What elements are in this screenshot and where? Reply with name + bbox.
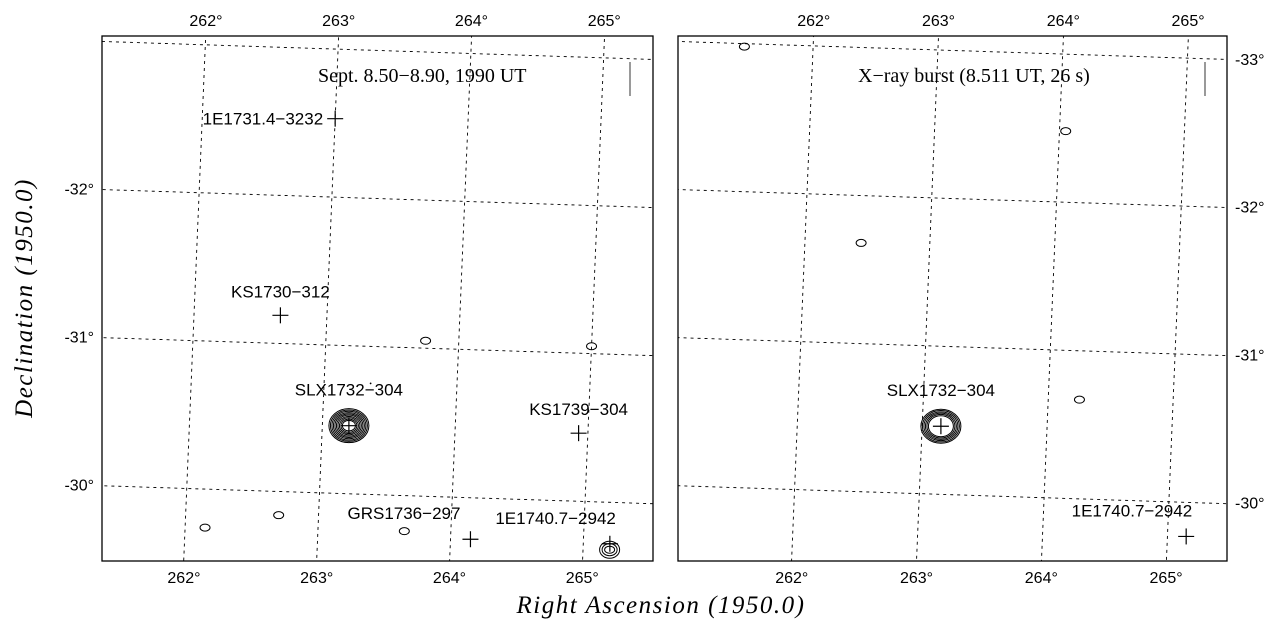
source-KS1730-312: KS1730−312 bbox=[231, 282, 330, 324]
x-tick-top-264: 264° bbox=[455, 13, 488, 30]
x-tick-bottom-264: 264° bbox=[1025, 570, 1058, 587]
contour-0-4 bbox=[420, 336, 432, 345]
right-panel-title: X−ray burst (8.511 UT, 26 s) bbox=[858, 65, 1090, 87]
sources: 1E1731.4−3232 KS1730−312 SLX1732−304 KS1739… bbox=[203, 110, 1195, 552]
contour-0-1 bbox=[199, 523, 211, 532]
parallel--33 bbox=[678, 40, 1227, 60]
meridian-262 bbox=[791, 36, 815, 561]
x-tick-bottom-262: 262° bbox=[775, 570, 808, 587]
parallel--31 bbox=[678, 337, 1227, 357]
parallel--30 bbox=[102, 485, 653, 505]
source-label-GRS1736-297: GRS1736−297 bbox=[347, 504, 460, 523]
y-tick-right--32: -32° bbox=[1235, 200, 1265, 217]
meridian-265 bbox=[582, 36, 605, 561]
parallel--32 bbox=[678, 189, 1227, 208]
meridian-263 bbox=[916, 36, 939, 561]
source-SLX1732-304: SLX1732−304 bbox=[295, 381, 403, 434]
source-SLX1732-304: SLX1732−304 bbox=[887, 381, 995, 435]
source-label-SLX1732-304: SLX1732−304 bbox=[295, 381, 403, 400]
contour-1-3 bbox=[855, 238, 867, 247]
y-tick-left--32: -32° bbox=[64, 182, 94, 199]
source-label-1E1740.7-2942: 1E1740.7−2942 bbox=[1072, 501, 1193, 520]
left-panel-frame bbox=[101, 35, 654, 562]
parallel--32 bbox=[102, 189, 653, 208]
contour-1-4 bbox=[1073, 395, 1085, 404]
meridian-262 bbox=[183, 36, 207, 561]
source-GRS1736-297: GRS1736−297 bbox=[347, 504, 479, 548]
x-tick-top-262: 262° bbox=[189, 13, 222, 30]
source-label-SLX1732-304: SLX1732−304 bbox=[887, 381, 995, 400]
grid-panel-1 bbox=[678, 36, 1227, 561]
parallel--33 bbox=[102, 40, 653, 60]
x-tick-top-265: 265° bbox=[588, 13, 621, 30]
parallel--30 bbox=[678, 485, 1227, 505]
right-panel-frame bbox=[677, 35, 1228, 562]
contours bbox=[199, 42, 1085, 559]
x-tick-top-263: 263° bbox=[922, 13, 955, 30]
x-tick-bottom-264: 264° bbox=[433, 570, 466, 587]
tick-labels: 262° 262° 263° 263° 264° 264° 265° 265° -32° -31°… bbox=[64, 13, 1264, 587]
y-tick-left--30: -30° bbox=[64, 477, 94, 494]
x-tick-top-264: 264° bbox=[1047, 13, 1080, 30]
parallel--31 bbox=[102, 337, 653, 357]
source-label-KS1739-304: KS1739−304 bbox=[529, 400, 628, 419]
contour-1-1 bbox=[738, 42, 750, 51]
x-tick-top-263: 263° bbox=[322, 13, 355, 30]
source-label-KS1730-312: KS1730−312 bbox=[231, 282, 330, 301]
grid-panel-0 bbox=[102, 36, 653, 561]
source-label-1E1740.7-2942: 1E1740.7−2942 bbox=[495, 509, 616, 528]
x-tick-bottom-265: 265° bbox=[566, 570, 599, 587]
contour-1-0 bbox=[920, 408, 962, 444]
noise-dot bbox=[369, 382, 372, 385]
x-tick-top-265: 265° bbox=[1172, 13, 1205, 30]
source-KS1739-304: KS1739−304 bbox=[529, 400, 628, 442]
contour-0-3 bbox=[398, 527, 410, 536]
x-tick-bottom-262: 262° bbox=[167, 570, 200, 587]
x-tick-top-262: 262° bbox=[797, 13, 830, 30]
meridian-263 bbox=[316, 36, 340, 561]
contour-0-5 bbox=[586, 342, 598, 351]
source-1E1731.4-3232: 1E1731.4−3232 bbox=[203, 110, 344, 129]
x-tick-bottom-265: 265° bbox=[1150, 570, 1183, 587]
x-axis-label: Right Ascension (1950.0) bbox=[516, 592, 806, 619]
y-axis-label: Declination (1950.0) bbox=[11, 178, 38, 419]
source-1E1740.7-2942: 1E1740.7−2942 bbox=[1072, 501, 1195, 545]
y-tick-right--30: -30° bbox=[1235, 495, 1265, 512]
coordinate-grid bbox=[102, 36, 1227, 561]
y-tick-right--31: -31° bbox=[1235, 348, 1265, 365]
y-tick-right--33: -33° bbox=[1235, 52, 1265, 69]
source-label-1E1731.4-3232: 1E1731.4−3232 bbox=[203, 110, 324, 129]
meridian-264 bbox=[449, 36, 473, 561]
meridian-264 bbox=[1041, 36, 1064, 561]
y-tick-left--31: -31° bbox=[64, 330, 94, 347]
contour-1-2 bbox=[1060, 127, 1072, 136]
meridian-265 bbox=[1165, 36, 1189, 561]
x-tick-bottom-263: 263° bbox=[900, 570, 933, 587]
x-tick-bottom-263: 263° bbox=[300, 570, 333, 587]
contour-0-2 bbox=[273, 511, 285, 520]
source-1E1740.7-2942: 1E1740.7−2942 bbox=[495, 509, 618, 552]
left-panel-title: Sept. 8.50−8.90, 1990 UT bbox=[318, 65, 527, 87]
